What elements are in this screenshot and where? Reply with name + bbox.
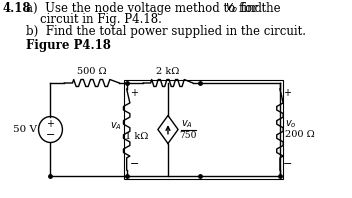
Text: Figure P4.18: Figure P4.18 bbox=[26, 39, 111, 52]
Text: 500 Ω: 500 Ω bbox=[77, 67, 107, 76]
Text: 1 kΩ: 1 kΩ bbox=[125, 132, 148, 141]
Text: −: − bbox=[46, 130, 55, 140]
Text: $v_A$: $v_A$ bbox=[110, 121, 122, 132]
Text: circuit in Fig. P4.18.: circuit in Fig. P4.18. bbox=[40, 13, 162, 26]
Text: $v_o$: $v_o$ bbox=[225, 2, 239, 15]
Text: 200 Ω: 200 Ω bbox=[285, 130, 315, 139]
Text: −: − bbox=[130, 159, 140, 169]
Text: +: + bbox=[46, 119, 55, 129]
Text: $v_o$: $v_o$ bbox=[284, 119, 296, 130]
Text: 2 kΩ: 2 kΩ bbox=[156, 67, 180, 76]
Text: +: + bbox=[283, 88, 291, 98]
Text: +: + bbox=[130, 88, 138, 98]
Text: for the: for the bbox=[237, 2, 281, 15]
Text: −: − bbox=[283, 159, 292, 169]
Text: b)  Find the total power supplied in the circuit.: b) Find the total power supplied in the … bbox=[26, 25, 306, 38]
Text: 750: 750 bbox=[180, 131, 197, 140]
Text: $v_A$: $v_A$ bbox=[181, 119, 193, 130]
Text: 50 V: 50 V bbox=[13, 125, 37, 134]
Text: a)  Use the node voltage method to find: a) Use the node voltage method to find bbox=[26, 2, 265, 15]
Bar bbox=[124, 80, 283, 179]
Text: 4.18: 4.18 bbox=[3, 2, 31, 15]
